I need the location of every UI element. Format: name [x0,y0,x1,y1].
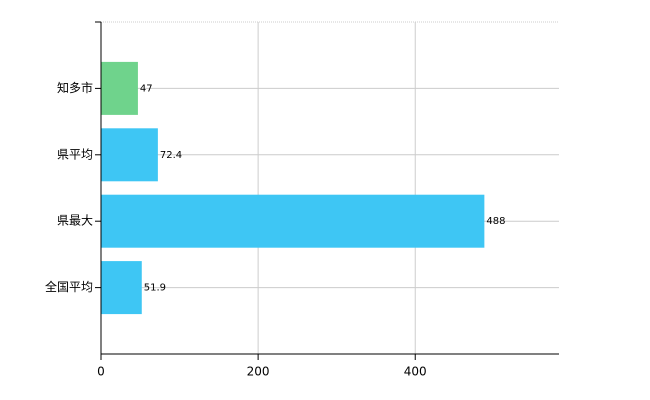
y-tick-label: 県最大 [57,214,93,228]
x-tick-label: 400 [404,365,427,379]
value-label: 51.9 [144,283,166,294]
y-tick-label: 全国平均 [45,279,93,294]
y-tick-label: 県平均 [57,147,93,161]
bar [101,61,138,115]
x-tick-label: 200 [247,365,270,379]
x-tick-label: 0 [97,365,105,379]
value-label: 488 [486,216,505,227]
value-label: 47 [140,83,153,94]
value-label: 72.4 [160,150,182,161]
bar [101,194,485,248]
bar [101,261,142,315]
y-tick-label: 知多市 [57,80,93,95]
bar [101,128,158,182]
